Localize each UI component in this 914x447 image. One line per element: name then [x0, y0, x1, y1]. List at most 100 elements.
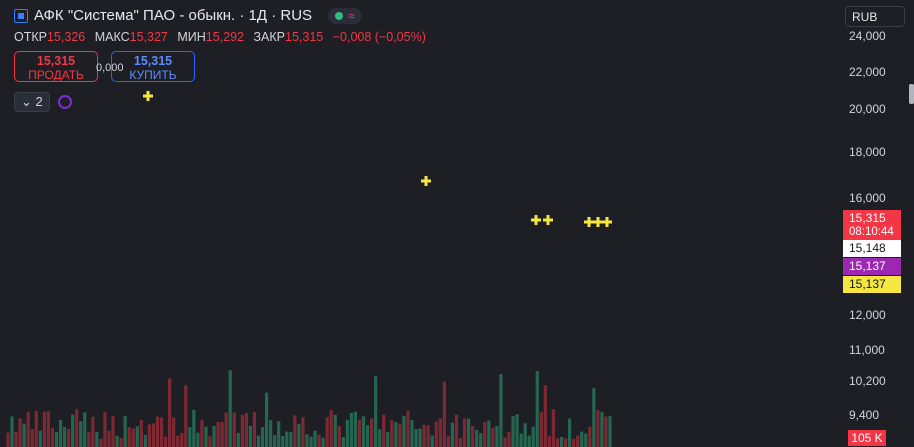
- volume-bar: [580, 431, 584, 447]
- volume-bar: [147, 424, 152, 447]
- volume-bar: [471, 425, 475, 447]
- volume-bar: [321, 437, 325, 447]
- volume-bar: [491, 427, 495, 447]
- volume-bar: [442, 381, 446, 447]
- volume-bar: [576, 435, 580, 447]
- spread-text: 0,000: [96, 62, 124, 74]
- volume-bar: [313, 430, 317, 447]
- volume-bar: [10, 416, 14, 447]
- volume-bar: [240, 414, 244, 447]
- loading-spinner-icon: [57, 95, 72, 109]
- exchange-logo-icon: [14, 8, 28, 23]
- volume-bar: [184, 385, 188, 447]
- volume-bar: [180, 433, 184, 447]
- volume-bar: [50, 428, 55, 447]
- volume-bar: [18, 418, 22, 447]
- symbol-title[interactable]: АФК "Система" ПАО - обыкн. · 1Д · RUS: [34, 7, 313, 24]
- volume-bar: [95, 431, 99, 447]
- volume-bar: [430, 435, 434, 447]
- volume-bar: [418, 428, 422, 447]
- volume-bar: [26, 411, 30, 447]
- volume-bar: [67, 429, 71, 447]
- volume-bar: [22, 423, 26, 447]
- ma-fast-price-tag: 15,137: [843, 258, 901, 275]
- axis-label: 10,200: [849, 374, 886, 388]
- volume-bar: [168, 378, 172, 447]
- market-status-pill[interactable]: ≈: [328, 7, 362, 24]
- price-axis-scroll-handle[interactable]: [909, 84, 914, 104]
- volume-bar: [438, 418, 442, 447]
- volume-bar: [410, 419, 414, 447]
- volume-bar: [260, 427, 265, 447]
- volume-bar: [281, 435, 285, 447]
- volume-bar: [62, 427, 67, 447]
- volume-bar: [224, 412, 228, 447]
- volume-bar: [75, 409, 79, 447]
- volume-bar: [273, 435, 277, 447]
- volume-bar: [547, 435, 551, 447]
- volume-bar: [374, 376, 378, 447]
- volume-bar: [487, 420, 491, 447]
- indicators-toggle[interactable]: ⌄ 2: [14, 92, 50, 112]
- volume-bar: [523, 423, 527, 447]
- volume-bar: [252, 412, 257, 447]
- axis-label: 9,400: [849, 408, 880, 422]
- volume-bar: [54, 432, 59, 447]
- volume-bar: [519, 433, 523, 447]
- volume-bar: [79, 421, 83, 447]
- crossover-marker-icon: [584, 217, 594, 227]
- volume-bar: [176, 435, 180, 447]
- sell-price: 15,315: [36, 54, 76, 68]
- volume-bar: [216, 421, 220, 447]
- volume-bar: [115, 435, 119, 447]
- volume-bar: [277, 421, 281, 447]
- volume-bar: [172, 417, 176, 447]
- volume-bar: [450, 422, 455, 447]
- crossover-marker-icon: [531, 215, 541, 225]
- volume-bar: [507, 431, 511, 447]
- volume-tag: 105 K: [848, 430, 886, 446]
- open-label: ОТКР: [14, 30, 47, 44]
- high-value: 15,327: [129, 30, 168, 44]
- currency-value: RUB: [852, 10, 878, 24]
- volume-bar: [127, 427, 131, 447]
- volume-bar: [353, 411, 358, 447]
- buy-button[interactable]: 15,315 КУПИТЬ: [111, 51, 195, 82]
- volume-bar: [83, 412, 87, 447]
- volume-bar: [42, 411, 46, 447]
- volume-bar: [6, 432, 10, 447]
- volume-bar: [256, 435, 261, 447]
- axis-label: 12,000: [849, 308, 886, 322]
- volume-bar: [370, 418, 374, 447]
- volume-bar: [236, 432, 240, 447]
- volume-bar: [200, 419, 204, 447]
- close-value: 15,315: [285, 30, 324, 44]
- volume-bar: [483, 421, 487, 447]
- volume-bar: [151, 423, 156, 447]
- volume-bar: [269, 420, 273, 447]
- volume-bar: [143, 434, 147, 447]
- ohlc-values: ОТКР15,326 МАКС15,327 МИН15,292 ЗАКР15,3…: [14, 30, 432, 44]
- currency-select[interactable]: RUB: [845, 6, 905, 27]
- volume-bar: [527, 435, 531, 447]
- volume-bar: [34, 410, 38, 447]
- volume-bar: [264, 392, 269, 447]
- volume-bar: [499, 374, 503, 447]
- volume-bar: [99, 438, 103, 447]
- volume-bar: [228, 370, 232, 447]
- crossover-marker-icon: [593, 217, 603, 227]
- close-label: ЗАКР: [253, 30, 286, 44]
- volume-bar: [155, 416, 160, 447]
- volume-bar: [434, 421, 438, 447]
- crossover-marker-icon: [421, 176, 431, 186]
- volume-bar: [135, 426, 139, 447]
- volume-bar: [220, 421, 224, 447]
- sell-button[interactable]: 15,315 ПРОДАТЬ: [14, 51, 98, 82]
- volume-bar: [414, 428, 418, 447]
- axis-label: 11,000: [849, 343, 885, 357]
- volume-bar: [131, 428, 135, 447]
- market-open-dot-icon: [335, 11, 344, 20]
- last-price-value: 15,315: [849, 211, 886, 225]
- volume-bar: [539, 412, 543, 447]
